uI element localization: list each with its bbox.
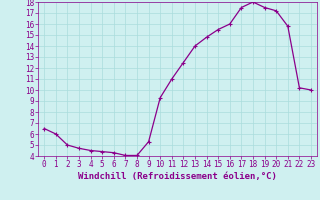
X-axis label: Windchill (Refroidissement éolien,°C): Windchill (Refroidissement éolien,°C) [78, 172, 277, 181]
